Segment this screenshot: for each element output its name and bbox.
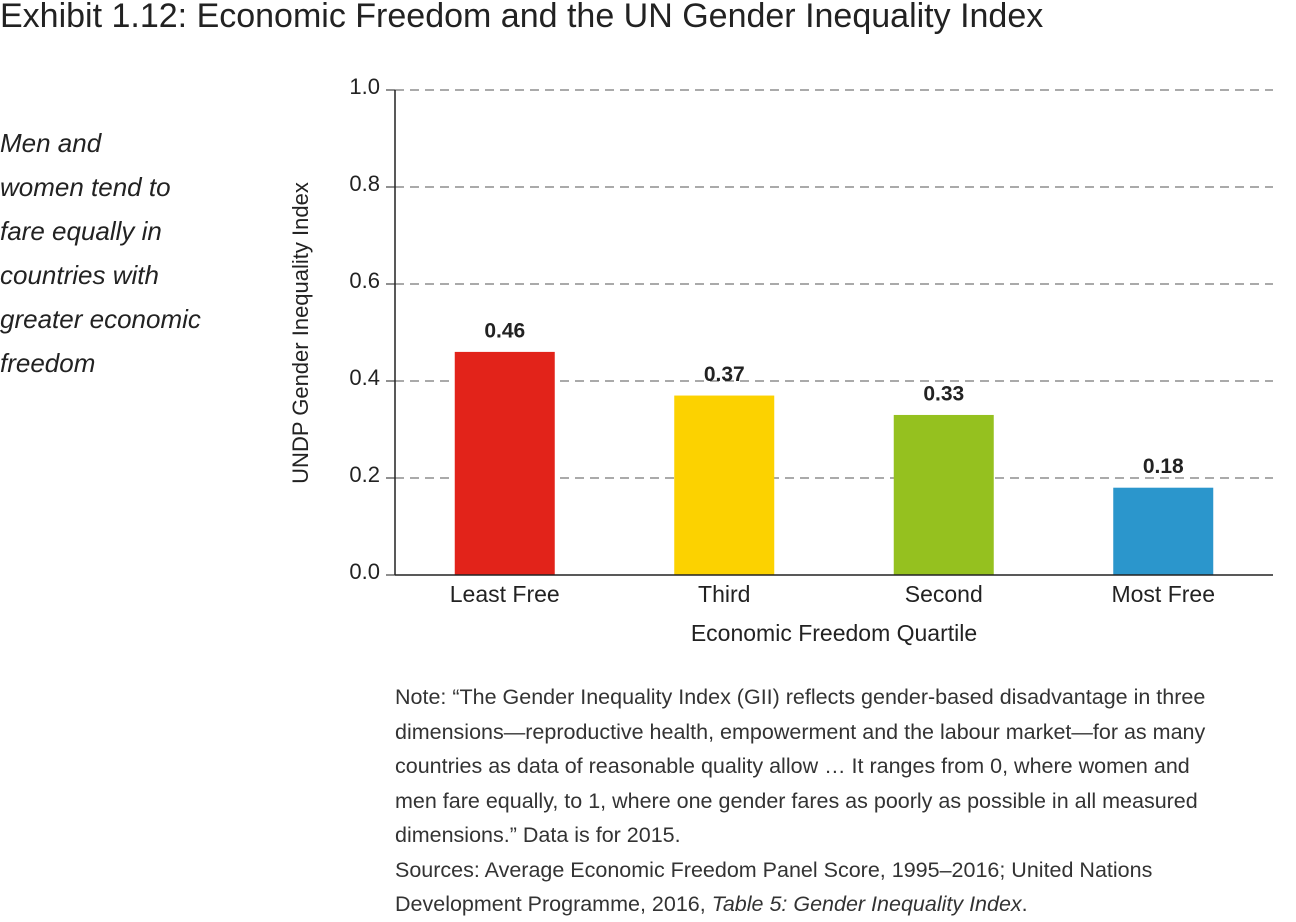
bar — [454, 351, 555, 575]
note-line: men fare equally, to 1, where one gender… — [395, 788, 1198, 813]
value-label: 0.46 — [484, 319, 525, 342]
chart-title: Exhibit 1.12: Economic Freedom and the U… — [0, 0, 1043, 35]
chart: Exhibit 1.12: Economic Freedom and the U… — [0, 0, 1273, 646]
sources-line: Sources: Average Economic Freedom Panel … — [395, 857, 1153, 882]
x-tick-label: Most Free — [1111, 581, 1215, 607]
y-tick-label: 0.6 — [349, 268, 380, 293]
notes: Note: “The Gender Inequality Index (GII)… — [395, 680, 1290, 922]
y-tick-label: 0.2 — [349, 462, 380, 487]
sources-end: . — [1021, 892, 1028, 916]
note-line: countries as data of reasonable quality … — [395, 754, 1190, 778]
sources-title: Table 5: Gender Inequality Index — [711, 892, 1022, 916]
y-axis-label: UNDP Gender Inequality Index — [288, 182, 313, 484]
sources-line: Development Programme, 2016, Table 5: Ge… — [395, 887, 1290, 922]
note-line: dimensions—reproductive health, empowerm… — [395, 719, 1206, 744]
x-axis-label: Economic Freedom Quartile — [691, 620, 977, 646]
value-label: 0.18 — [1143, 455, 1184, 478]
y-tick-label: 0.8 — [349, 171, 380, 196]
side-text: women tend to — [0, 172, 171, 202]
x-tick-label: Second — [905, 581, 983, 607]
bar — [674, 395, 775, 575]
value-label: 0.37 — [704, 363, 745, 386]
value-label: 0.33 — [923, 382, 964, 405]
y-tick-label: 0.4 — [349, 365, 380, 390]
sources-text: Development Programme, 2016, — [395, 892, 712, 916]
y-tick-label: 1.0 — [349, 74, 380, 99]
note-line: Note: “The Gender Inequality Index (GII)… — [395, 685, 1206, 709]
y-tick-label: 0.0 — [349, 559, 380, 584]
side-text: countries with — [0, 260, 159, 290]
side-text: Men and — [0, 128, 103, 158]
note-line: dimensions.” Data is for 2015. — [395, 823, 681, 847]
side-text: greater economic — [0, 304, 201, 334]
x-tick-label: Third — [698, 581, 750, 607]
bar — [1113, 487, 1214, 575]
bar — [893, 414, 994, 575]
side-text: freedom — [0, 348, 95, 378]
x-tick-label: Least Free — [450, 581, 560, 607]
side-text: fare equally in — [0, 216, 162, 246]
